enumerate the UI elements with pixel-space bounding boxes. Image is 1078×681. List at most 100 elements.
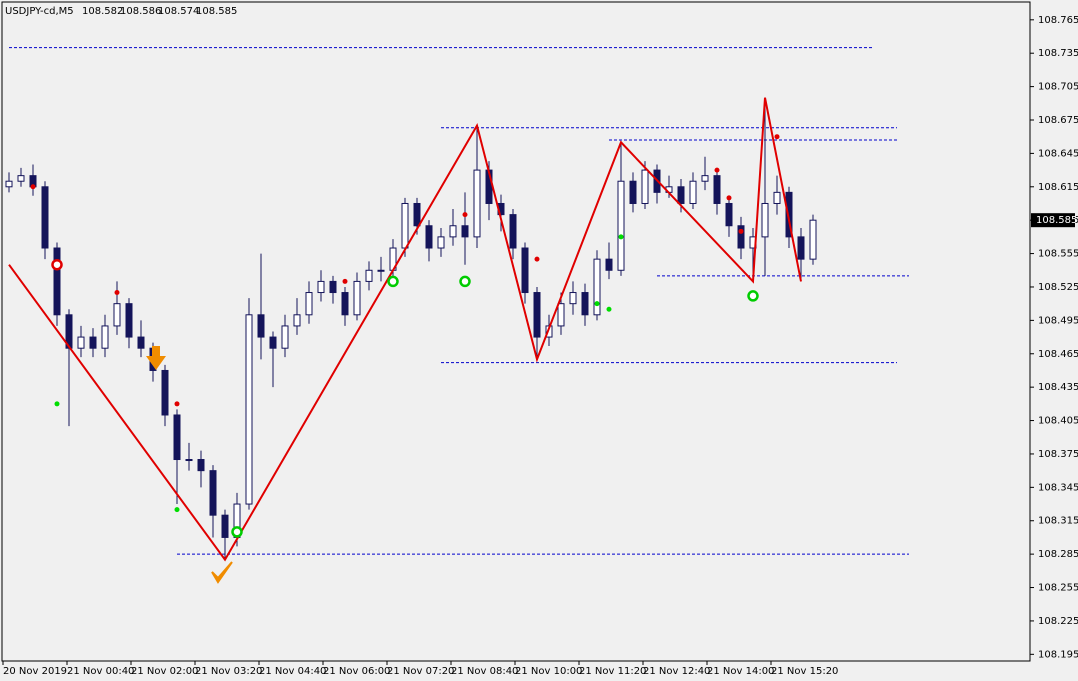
candle-body bbox=[461, 225, 469, 238]
candle-body bbox=[593, 258, 601, 316]
y-tick-label: 108.405 bbox=[1038, 416, 1078, 427]
plot-frame bbox=[1, 1, 1031, 662]
y-tick-label: 108.765 bbox=[1038, 15, 1078, 26]
candle-body bbox=[377, 269, 385, 272]
candle-body bbox=[53, 247, 61, 316]
candle-body bbox=[269, 336, 277, 349]
layer bbox=[5, 47, 909, 562]
signal-circle bbox=[387, 275, 399, 288]
candle-body bbox=[725, 202, 733, 227]
signal-circle bbox=[231, 526, 243, 538]
candle-body bbox=[413, 202, 421, 227]
y-tick-label: 108.315 bbox=[1038, 516, 1078, 527]
signal-dot bbox=[714, 167, 720, 173]
candle-body bbox=[581, 292, 589, 316]
y-tick-label: 108.555 bbox=[1038, 249, 1078, 260]
candle-body bbox=[281, 325, 289, 349]
x-tick-label: 21 Nov 04:40 bbox=[259, 666, 326, 677]
candle-body bbox=[605, 258, 613, 271]
candle-body bbox=[677, 186, 685, 204]
x-tick-label: 20 Nov 2019 bbox=[3, 666, 67, 677]
signal-dot bbox=[462, 212, 468, 218]
candle-body bbox=[365, 269, 373, 282]
x-tick-label: 21 Nov 10:00 bbox=[515, 666, 582, 677]
candle-body bbox=[77, 336, 85, 349]
signal-circle bbox=[459, 275, 471, 288]
candle-body bbox=[509, 214, 517, 249]
y-tick-label: 108.285 bbox=[1038, 549, 1078, 560]
candle-body bbox=[353, 280, 361, 316]
candle-body bbox=[773, 191, 781, 204]
signal-dot bbox=[114, 290, 120, 296]
y-tick-label: 108.345 bbox=[1038, 482, 1078, 493]
arrow-icon bbox=[146, 346, 166, 370]
y-tick-label: 108.675 bbox=[1038, 115, 1078, 126]
y-tick-label: 108.195 bbox=[1038, 649, 1078, 660]
candle-body bbox=[185, 459, 193, 462]
candle-body bbox=[785, 191, 793, 238]
candle-body bbox=[89, 336, 97, 349]
x-tick-label: 21 Nov 15:20 bbox=[771, 666, 838, 677]
signal-dot bbox=[606, 306, 612, 312]
check-icon bbox=[211, 561, 233, 584]
x-tick-label: 21 Nov 06:00 bbox=[323, 666, 390, 677]
candle-body bbox=[533, 292, 541, 338]
signal-dot bbox=[774, 134, 780, 140]
candle-body bbox=[173, 414, 181, 461]
candle-body bbox=[701, 175, 709, 182]
x-tick-label: 21 Nov 12:40 bbox=[643, 666, 710, 677]
y-tick-label: 108.645 bbox=[1038, 148, 1078, 159]
x-tick-label: 21 Nov 03:20 bbox=[195, 666, 262, 677]
candle-body bbox=[41, 186, 49, 249]
zigzag bbox=[8, 97, 802, 562]
signal-dot bbox=[618, 234, 624, 240]
y-tick-label: 108.495 bbox=[1038, 315, 1078, 326]
candle-body bbox=[257, 314, 265, 338]
candle-body bbox=[809, 219, 817, 260]
signal-dot bbox=[174, 401, 180, 407]
price-label: 108.585 bbox=[1036, 215, 1077, 226]
signal-dot bbox=[342, 278, 348, 284]
candle-body bbox=[569, 292, 577, 305]
candle-body bbox=[425, 225, 433, 249]
candle-body bbox=[713, 175, 721, 204]
candle-body bbox=[557, 303, 565, 327]
x-tick-label: 21 Nov 14:00 bbox=[707, 666, 774, 677]
candle-body bbox=[737, 225, 745, 249]
candle-body bbox=[761, 202, 769, 238]
y-tick-label: 108.525 bbox=[1038, 282, 1078, 293]
candle-body bbox=[5, 180, 13, 188]
x-tick-label: 21 Nov 11:20 bbox=[579, 666, 646, 677]
candle-body bbox=[245, 314, 253, 505]
x-tick-label: 21 Nov 02:00 bbox=[131, 666, 198, 677]
candle-body bbox=[317, 280, 325, 294]
candle-body bbox=[473, 169, 481, 238]
signal-dot bbox=[726, 195, 732, 201]
candle-body bbox=[449, 225, 457, 238]
candle-body bbox=[341, 292, 349, 316]
candle-body bbox=[161, 369, 169, 416]
candle-body bbox=[293, 314, 301, 327]
candle-body bbox=[17, 175, 25, 182]
signal-dot bbox=[534, 256, 540, 262]
candle-body bbox=[305, 292, 313, 316]
candle-body bbox=[113, 303, 121, 327]
signal-circle bbox=[51, 258, 63, 271]
candle-body bbox=[617, 180, 625, 271]
signal-circle bbox=[747, 290, 759, 302]
y-tick-label: 108.735 bbox=[1038, 48, 1078, 59]
candle-body bbox=[125, 303, 133, 338]
header-price: 108.574 bbox=[158, 6, 199, 17]
y-tick-label: 108.705 bbox=[1038, 82, 1078, 93]
price-box bbox=[1031, 213, 1075, 228]
candle-body bbox=[797, 236, 805, 260]
y-tick-label: 108.615 bbox=[1038, 182, 1078, 193]
x-tick-label: 21 Nov 07:20 bbox=[387, 666, 454, 677]
header-price: 108.582 bbox=[82, 6, 123, 17]
y-tick-label: 108.255 bbox=[1038, 583, 1078, 594]
y-tick-label: 108.435 bbox=[1038, 382, 1078, 393]
header-price: 108.585 bbox=[196, 6, 237, 17]
candle-body bbox=[629, 180, 637, 204]
x-tick-label: 21 Nov 00:40 bbox=[67, 666, 134, 677]
